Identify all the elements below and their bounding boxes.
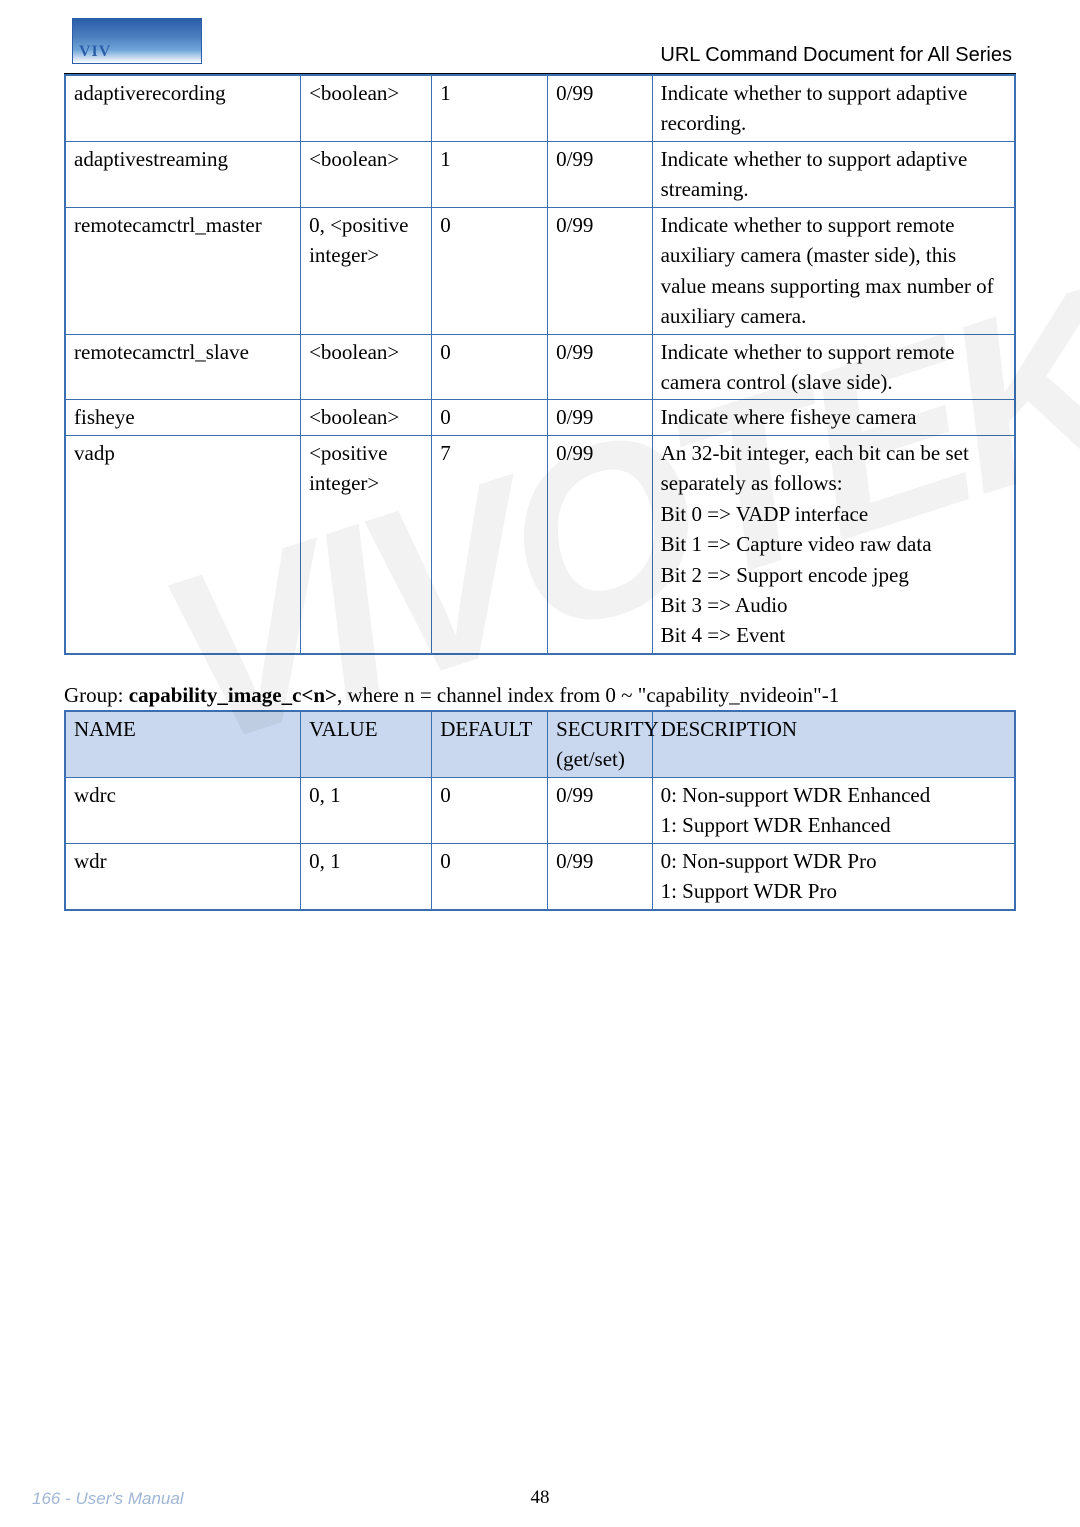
table-row: wdrc0, 100/990: Non-support WDR Enhanced… <box>65 777 1015 843</box>
cell-default: 0 <box>432 777 548 843</box>
cell-default: 7 <box>432 435 548 654</box>
table-row: remotecamctrl_slave<boolean>00/99Indicat… <box>65 334 1015 400</box>
cell-desc: 0: Non-support WDR Pro1: Support WDR Pro <box>652 843 1015 909</box>
cell-security: 0/99 <box>548 777 653 843</box>
cell-name: fisheye <box>65 400 301 435</box>
cell-security: 0/99 <box>548 435 653 654</box>
table-row: fisheye<boolean>00/99Indicate where fish… <box>65 400 1015 435</box>
cell-default: 1 <box>432 75 548 141</box>
cell-value: 0, 1 <box>301 843 432 909</box>
image-capability-table: NAME VALUE DEFAULT SECURITY(get/set) DES… <box>64 710 1016 911</box>
cell-default: 0 <box>432 334 548 400</box>
col-name: NAME <box>65 711 301 777</box>
logo: VIV <box>72 18 202 64</box>
footer-center: 48 <box>531 1487 550 1509</box>
cell-desc: An 32-bit integer, each bit can be set s… <box>652 435 1015 654</box>
cell-desc: Indicate where fisheye camera <box>652 400 1015 435</box>
group-suffix: , where n = channel index from 0 ~ "capa… <box>337 683 839 707</box>
cell-value: <positive integer> <box>301 435 432 654</box>
cell-value: <boolean> <box>301 141 432 207</box>
cell-security: 0/99 <box>548 334 653 400</box>
cell-default: 0 <box>432 400 548 435</box>
table-row: adaptivestreaming<boolean>10/99Indicate … <box>65 141 1015 207</box>
table-row: adaptiverecording<boolean>10/99Indicate … <box>65 75 1015 141</box>
col-security-text: SECURITY(get/set) <box>556 717 659 771</box>
cell-value: <boolean> <box>301 400 432 435</box>
cell-security: 0/99 <box>548 141 653 207</box>
cell-name: wdrc <box>65 777 301 843</box>
doc-title: URL Command Document for All Series <box>660 44 1012 67</box>
cell-value: <boolean> <box>301 75 432 141</box>
col-security: SECURITY(get/set) <box>548 711 653 777</box>
cell-value: <boolean> <box>301 334 432 400</box>
col-desc: DESCRIPTION <box>652 711 1015 777</box>
logo-text: VIV <box>79 43 111 61</box>
table-row: vadp<positive integer>70/99An 32-bit int… <box>65 435 1015 654</box>
page-header: VIV URL Command Document for All Series <box>64 0 1016 74</box>
cell-desc: 0: Non-support WDR Enhanced1: Support WD… <box>652 777 1015 843</box>
cell-desc: Indicate whether to support remote camer… <box>652 334 1015 400</box>
capability-table: adaptiverecording<boolean>10/99Indicate … <box>64 74 1016 655</box>
footer-left: 166 - User's Manual <box>32 1489 184 1509</box>
cell-desc: Indicate whether to support adaptive str… <box>652 141 1015 207</box>
cell-value: 0, <positive integer> <box>301 207 432 334</box>
table-row: remotecamctrl_master0, <positive integer… <box>65 207 1015 334</box>
cell-desc: Indicate whether to support remote auxil… <box>652 207 1015 334</box>
table-row: wdr0, 100/990: Non-support WDR Pro1: Sup… <box>65 843 1015 909</box>
cell-name: wdr <box>65 843 301 909</box>
cell-security: 0/99 <box>548 207 653 334</box>
cell-name: adaptiverecording <box>65 75 301 141</box>
cell-desc: Indicate whether to support adaptive rec… <box>652 75 1015 141</box>
cell-default: 0 <box>432 207 548 334</box>
cell-name: vadp <box>65 435 301 654</box>
col-default: DEFAULT <box>432 711 548 777</box>
cell-security: 0/99 <box>548 400 653 435</box>
cell-security: 0/99 <box>548 843 653 909</box>
table-header-row: NAME VALUE DEFAULT SECURITY(get/set) DES… <box>65 711 1015 777</box>
cell-security: 0/99 <box>548 75 653 141</box>
cell-default: 1 <box>432 141 548 207</box>
cell-name: adaptivestreaming <box>65 141 301 207</box>
cell-name: remotecamctrl_slave <box>65 334 301 400</box>
group-title: Group: capability_image_c<n>, where n = … <box>64 683 1016 708</box>
group-prefix: Group: <box>64 683 129 707</box>
group-bold: capability_image_c<n> <box>129 683 337 707</box>
cell-name: remotecamctrl_master <box>65 207 301 334</box>
cell-default: 0 <box>432 843 548 909</box>
col-value: VALUE <box>301 711 432 777</box>
cell-value: 0, 1 <box>301 777 432 843</box>
